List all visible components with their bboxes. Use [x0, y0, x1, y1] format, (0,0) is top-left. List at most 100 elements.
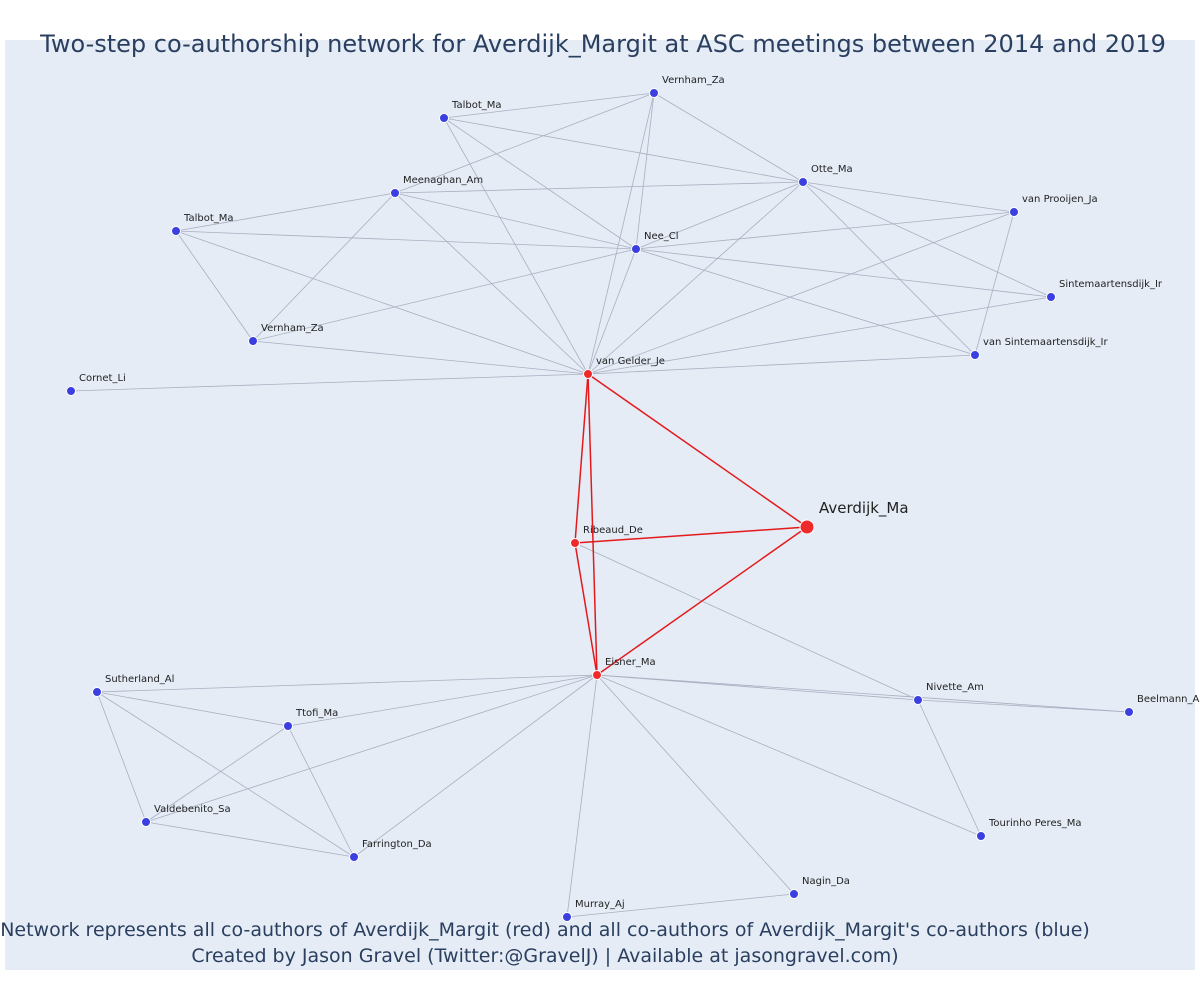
chart-title: Two-step co-authorship network for Averd…	[40, 30, 1166, 58]
edge-meenaghan_am-otte_ma	[394, 181, 804, 194]
edge-sutherland_al-ttofi_ma	[96, 691, 289, 727]
node-tourinho_peres_ma[interactable]	[976, 831, 986, 841]
red-edge-van_gelder_je-ribeaud_de	[574, 373, 589, 544]
red-edge-van_gelder_je-averdijk_ma	[587, 373, 808, 528]
node-label-talbot_ma_top: Talbot_Ma	[451, 100, 502, 111]
node-van_prooijen_ja[interactable]	[1009, 207, 1019, 217]
red-edge-layer	[574, 373, 808, 676]
edge-vernham_za_top-meenaghan_am	[394, 92, 655, 194]
node-van_sintemaartensdijk_ir[interactable]	[970, 350, 980, 360]
edge-van_prooijen_ja-van_gelder_je	[587, 211, 1015, 375]
node-label-van_gelder_je: van Gelder_Je	[596, 356, 665, 367]
edge-meenaghan_am-talbot_ma_left	[175, 192, 396, 232]
node-label-van_prooijen_ja: van Prooijen_Ja	[1022, 194, 1098, 205]
edge-talbot_ma_top-van_gelder_je	[443, 117, 589, 375]
edge-nee_cl-van_gelder_je	[587, 248, 637, 375]
node-beelmann_a[interactable]	[1124, 707, 1134, 717]
node-vernham_za_top[interactable]	[649, 88, 659, 98]
red-edge-eisner_ma-averdijk_ma	[596, 526, 808, 676]
red-edge-ribeaud_de-averdijk_ma	[574, 526, 808, 544]
node-farrington_da[interactable]	[349, 852, 359, 862]
edge-eisner_ma-nivette_am	[596, 674, 919, 701]
edge-nivette_am-tourinho_peres_ma	[917, 699, 982, 837]
node-layer	[66, 88, 1134, 922]
edge-nee_cl-vernham_za_mid	[252, 248, 637, 342]
node-label-vernham_za_mid: Vernham_Za	[261, 323, 324, 334]
label-layer: Vernham_Za Talbot_Ma Otte_Ma Meenaghan_Amva…	[79, 75, 1199, 910]
edge-valdebenito_sa-farrington_da	[145, 821, 355, 858]
node-nivette_am[interactable]	[913, 695, 923, 705]
node-murray_aj[interactable]	[562, 912, 572, 922]
edge-eisner_ma-tourinho_peres_ma	[596, 674, 982, 837]
node-label-sutherland_al: Sutherland_Al	[105, 674, 174, 685]
edge-eisner_ma-valdebenito_sa	[145, 674, 598, 823]
edge-eisner_ma-nagin_da	[596, 674, 795, 895]
node-meenaghan_am[interactable]	[390, 188, 400, 198]
edge-talbot_ma_left-van_gelder_je	[175, 230, 589, 375]
node-label-valdebenito_sa: Valdebenito_Sa	[154, 804, 231, 815]
plot-background	[5, 40, 1195, 970]
edge-cornet_li-van_gelder_je	[70, 373, 589, 392]
edge-sutherland_al-valdebenito_sa	[96, 691, 147, 823]
node-nee_cl[interactable]	[631, 244, 641, 254]
edge-ttofi_ma-farrington_da	[287, 725, 355, 858]
node-label-otte_ma: Otte_Ma	[811, 164, 853, 175]
edge-eisner_ma-beelmann_a	[596, 674, 1130, 713]
node-van_gelder_je[interactable]	[583, 369, 593, 379]
edge-otte_ma-van_gelder_je	[587, 181, 804, 375]
node-label-eisner_ma: Eisner_Ma	[605, 657, 656, 668]
node-otte_ma[interactable]	[798, 177, 808, 187]
node-ttofi_ma[interactable]	[283, 721, 293, 731]
edge-nivette_am-beelmann_a	[917, 699, 1130, 713]
node-label-cornet_li: Cornet_Li	[79, 373, 126, 384]
edge-ttofi_ma-valdebenito_sa	[145, 725, 289, 823]
node-sutherland_al[interactable]	[92, 687, 102, 697]
edge-nee_cl-sintemaartensdijk_ir	[635, 248, 1052, 298]
node-label-averdijk_ma: Averdijk_Ma	[819, 499, 909, 518]
edge-talbot_ma_top-otte_ma	[443, 117, 804, 183]
edge-talbot_ma_left-nee_cl	[175, 230, 637, 250]
edge-sutherland_al-farrington_da	[96, 691, 355, 858]
edge-talbot_ma_left-vernham_za_mid	[175, 230, 254, 342]
node-ribeaud_de[interactable]	[570, 538, 580, 548]
edge-layer	[70, 92, 1130, 918]
node-label-beelmann_a: Beelmann_A	[1137, 694, 1199, 705]
edge-ribeaud_de-nivette_am	[574, 542, 919, 701]
node-label-vernham_za_top: Vernham_Za	[662, 75, 725, 86]
node-averdijk_ma[interactable]	[799, 519, 815, 535]
edge-eisner_ma-farrington_da	[353, 674, 598, 858]
node-label-nivette_am: Nivette_Am	[926, 682, 984, 693]
node-label-tourinho_peres_ma: Tourinho Peres_Ma	[988, 818, 1082, 829]
node-sintemaartensdijk_ir[interactable]	[1046, 292, 1056, 302]
edge-meenaghan_am-vernham_za_mid	[252, 192, 396, 342]
edge-vernham_za_mid-van_gelder_je	[252, 340, 589, 375]
node-label-meenaghan_am: Meenaghan_Am	[403, 175, 483, 186]
node-nagin_da[interactable]	[789, 889, 799, 899]
edge-vernham_za_top-nee_cl	[635, 92, 655, 250]
node-label-ttofi_ma: Ttofi_Ma	[295, 708, 338, 719]
node-label-ribeaud_de: Ribeaud_De	[583, 525, 643, 536]
node-label-nagin_da: Nagin_Da	[802, 876, 850, 887]
red-edge-ribeaud_de-eisner_ma	[574, 542, 598, 676]
node-talbot_ma_left[interactable]	[171, 226, 181, 236]
edge-otte_ma-van_sintemaartensdijk_ir	[802, 181, 976, 356]
edge-otte_ma-van_prooijen_ja	[802, 181, 1015, 213]
edge-van_sintemaartensdijk_ir-van_gelder_je	[587, 354, 976, 375]
node-label-nee_cl: Nee_Cl	[644, 231, 679, 242]
node-label-farrington_da: Farrington_Da	[362, 839, 432, 850]
node-vernham_za_mid[interactable]	[248, 336, 258, 346]
node-talbot_ma_top[interactable]	[439, 113, 449, 123]
node-eisner_ma[interactable]	[592, 670, 602, 680]
node-valdebenito_sa[interactable]	[141, 817, 151, 827]
node-label-sintemaartensdijk_ir: Sintemaartensdijk_Ir	[1059, 279, 1163, 290]
node-label-murray_aj: Murray_Aj	[575, 899, 625, 910]
node-cornet_li[interactable]	[66, 386, 76, 396]
edge-nee_cl-van_prooijen_ja	[635, 211, 1015, 250]
edge-eisner_ma-ttofi_ma	[287, 674, 598, 727]
caption-credit: Created by Jason Gravel (Twitter:@Gravel…	[191, 945, 899, 967]
edge-sintemaartensdijk_ir-van_gelder_je	[587, 296, 1052, 375]
edge-meenaghan_am-nee_cl	[394, 192, 637, 250]
edge-otte_ma-sintemaartensdijk_ir	[802, 181, 1052, 298]
edge-talbot_ma_top-nee_cl	[443, 117, 637, 250]
